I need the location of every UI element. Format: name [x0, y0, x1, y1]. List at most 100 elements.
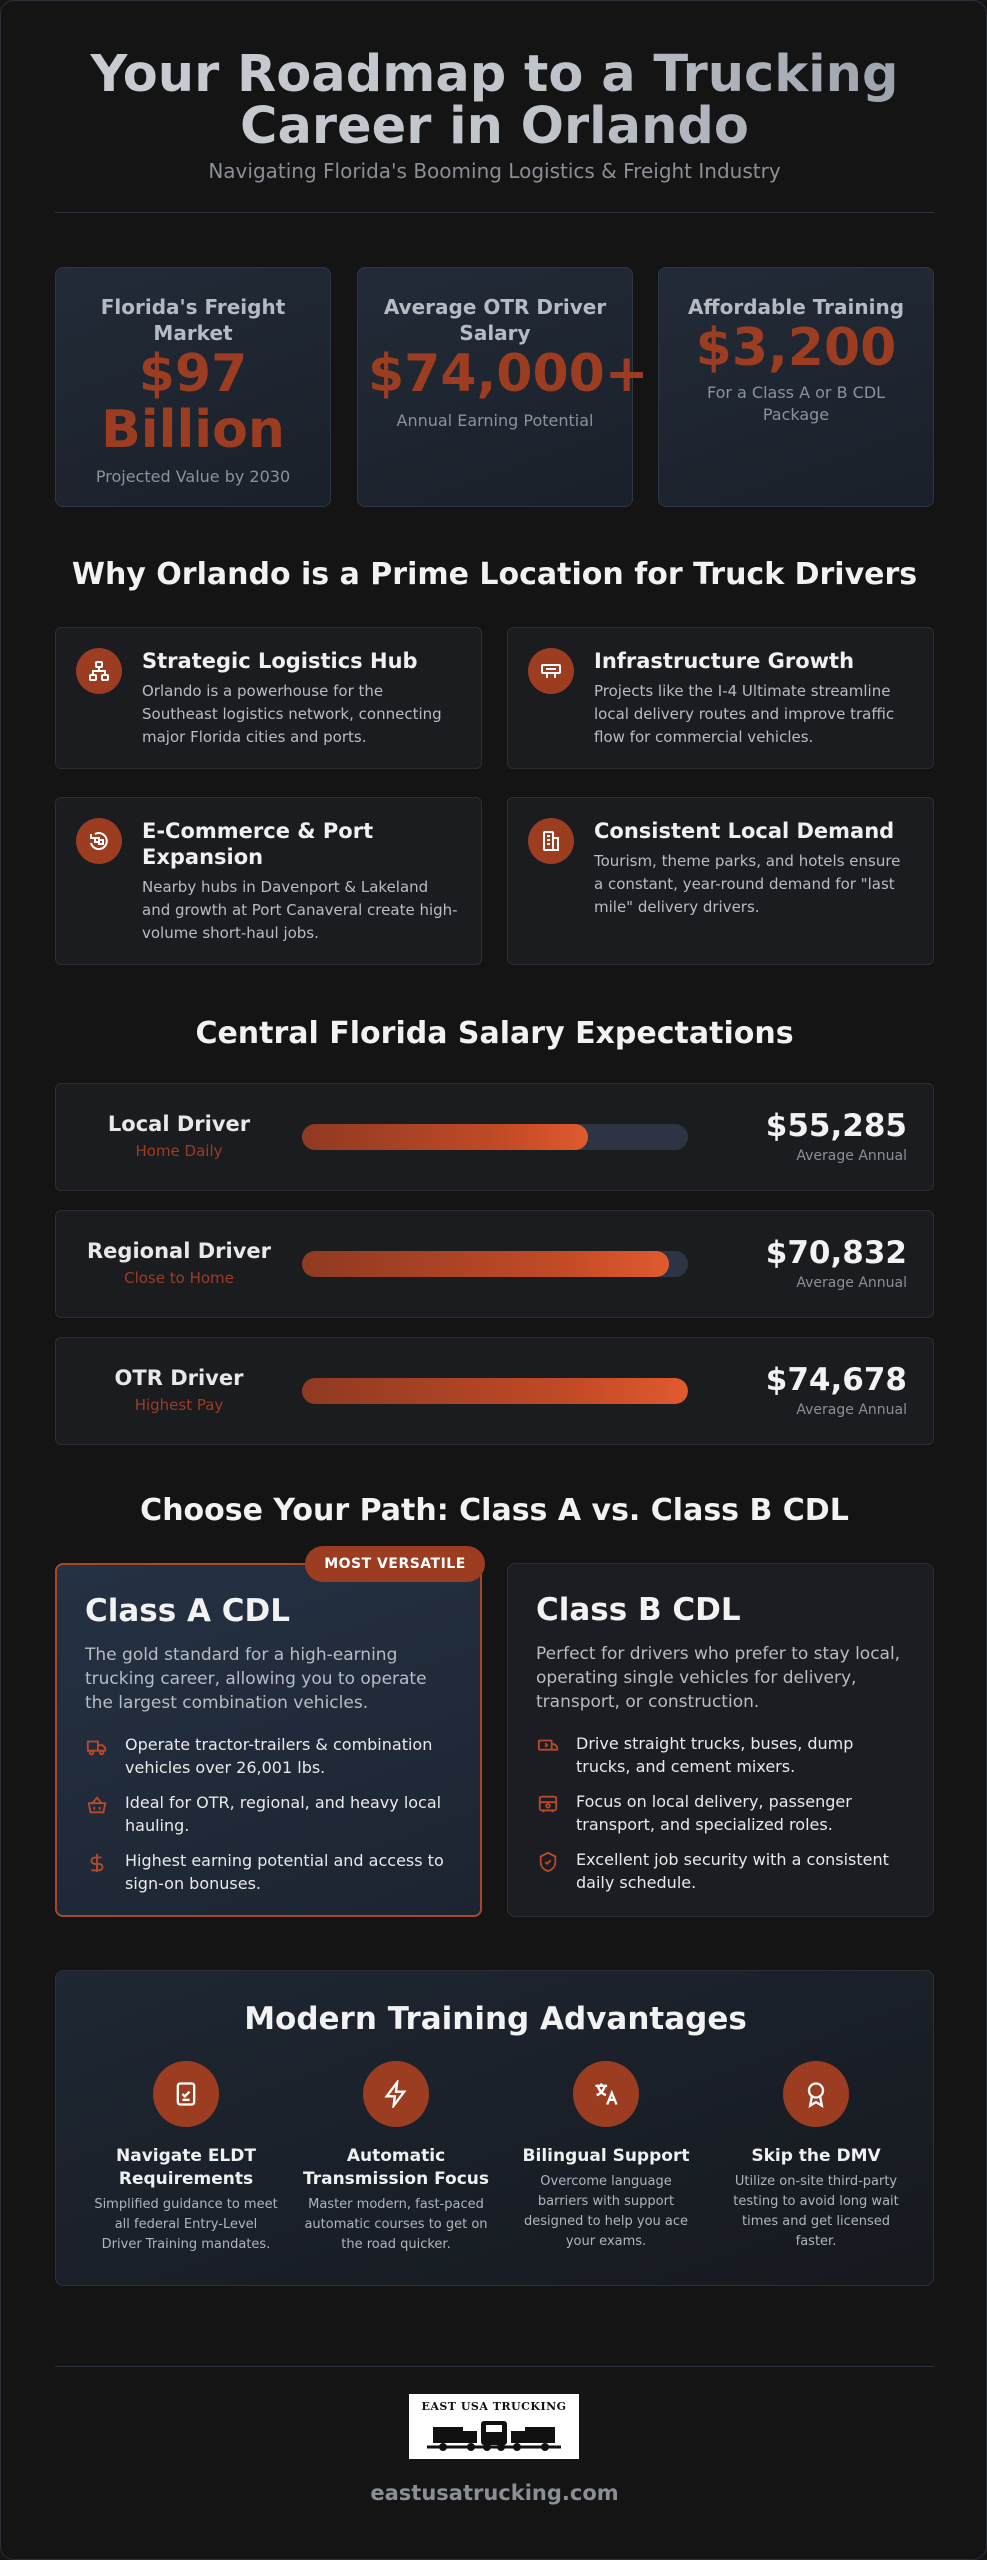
- class-b-title: Class B CDL: [536, 1592, 741, 1628]
- why-card-infrastructure: Infrastructure Growth Projects like the …: [507, 627, 934, 769]
- salary-tag: Close to Home: [124, 1269, 234, 1287]
- why-card-text: Tourism, theme parks, and hotels ensure …: [594, 852, 901, 916]
- training-col-title-line1: Automatic: [346, 2146, 446, 2166]
- training-col-automatic: Automatic Transmission Focus Master moder…: [296, 2061, 496, 2255]
- why-card-title: Strategic Logistics Hub: [142, 649, 418, 673]
- salary-row-otr: OTR Driver Highest Pay $74,678 Average A…: [55, 1337, 934, 1445]
- salary-amount: $55,285: [765, 1108, 907, 1144]
- basket-icon: [85, 1793, 109, 1817]
- training-col-title-line1: Navigate ELDT: [116, 2146, 256, 2166]
- stat-card-otr-salary: Average OTR Driver Salary $74,000+ Annua…: [357, 267, 649, 507]
- why-card-text: Nearby hubs in Davenport & Lakeland and …: [142, 878, 458, 942]
- why-card-title: E-Commerce & Port Expansion: [142, 818, 461, 870]
- why-card-local-demand: Consistent Local Demand Tourism, theme p…: [507, 797, 934, 965]
- most-versatile-badge: MOST VERSATILE: [305, 1546, 485, 1582]
- paths-section-title: Choose Your Path: Class A vs. Class B CD…: [140, 1493, 849, 1528]
- class-b-description: Perfect for drivers who prefer to stay l…: [536, 1644, 901, 1712]
- list-item-text: Operate tractor-trailers & combination v…: [125, 1735, 433, 1777]
- list-item: Ideal for OTR, regional, and heavy local…: [85, 1791, 452, 1837]
- class-b-list: Drive straight trucks, buses, dump truck…: [536, 1732, 905, 1894]
- why-card-text: Orlando is a powerhouse for the Southeas…: [142, 682, 442, 746]
- stat-subtext: Annual Earning Potential: [396, 411, 594, 430]
- salary-amount: $74,678: [765, 1362, 907, 1398]
- stat-card-freight-market: Florida's Freight Market $97 Billion Pro…: [55, 267, 331, 507]
- salary-amount: $70,832: [765, 1235, 907, 1271]
- training-col-title-line2: Transmission Focus: [302, 2169, 489, 2189]
- list-item: Operate tractor-trailers & combination v…: [85, 1733, 452, 1779]
- award-icon: [783, 2061, 849, 2127]
- dollar-icon: [85, 1851, 109, 1875]
- training-col-text: Master modern, fast-paced automatic cour…: [304, 2197, 488, 2252]
- list-item: Excellent job security with a consistent…: [536, 1848, 905, 1894]
- page-title: Your Roadmap to a Trucking Career in Orl…: [55, 49, 934, 153]
- salary-tag: Home Daily: [135, 1142, 223, 1160]
- list-item-text: Excellent job security with a consistent…: [576, 1850, 889, 1892]
- salary-row-regional: Regional Driver Close to Home $70,832 Av…: [55, 1210, 934, 1318]
- company-logo: EAST USA TRUCKING: [409, 2394, 579, 2459]
- stat-label: Affordable Training: [687, 295, 905, 319]
- why-card-title: Consistent Local Demand: [594, 819, 895, 843]
- page-title-line2: Career in Orlando: [240, 97, 749, 156]
- logo-text: EAST USA TRUCKING: [421, 2400, 567, 2413]
- truck-icon: [85, 1735, 109, 1759]
- list-item-text: Ideal for OTR, regional, and heavy local…: [125, 1793, 442, 1835]
- why-card-title-line1: E-Commerce & Port: [142, 819, 374, 843]
- salary-bar-fill: [302, 1251, 669, 1277]
- stat-value-line2: Billion: [101, 400, 285, 460]
- training-col-text: Utilize on-site third-party testing to a…: [733, 2174, 899, 2249]
- stat-card-training-cost: Affordable Training $3,200 For a Class A…: [658, 267, 934, 507]
- training-col-text: Overcome language barriers with support …: [523, 2174, 689, 2249]
- salary-note: Average Annual: [796, 1402, 907, 1418]
- class-a-list: Operate tractor-trailers & combination v…: [85, 1733, 452, 1895]
- why-section-title: Why Orlando is a Prime Location for Truc…: [71, 557, 918, 592]
- training-col-eldt: Navigate ELDT Requirements Simplified gui…: [86, 2061, 286, 2255]
- salary-role: OTR Driver: [114, 1366, 244, 1390]
- why-card-title-line2: Expansion: [142, 845, 264, 869]
- stat-label: Florida's Freight Market: [100, 295, 286, 345]
- class-a-title: Class A CDL: [85, 1593, 291, 1629]
- list-item-text: Focus on local delivery, passenger trans…: [576, 1792, 852, 1834]
- salary-section-title: Central Florida Salary Expectations: [195, 1016, 794, 1051]
- lightning-icon: [363, 2061, 429, 2127]
- training-col-title: Skip the DMV: [751, 2146, 881, 2166]
- training-col-skip-dmv: Skip the DMV Utilize on-site third-party…: [716, 2061, 916, 2252]
- class-a-description: The gold standard for a high-earning tru…: [85, 1645, 427, 1713]
- salary-bar-fill: [302, 1124, 588, 1150]
- list-item: Drive straight trucks, buses, dump truck…: [536, 1732, 905, 1778]
- why-card-title: Infrastructure Growth: [594, 649, 855, 673]
- stat-subtext: Projected Value by 2030: [95, 467, 291, 486]
- header-divider: [55, 212, 934, 213]
- building-icon: [528, 818, 574, 864]
- stat-value: $3,200: [695, 318, 897, 378]
- stat-value-line1: $97: [138, 344, 248, 404]
- shield-check-icon: [536, 1850, 560, 1874]
- salary-note: Average Annual: [796, 1148, 907, 1164]
- training-title: Modern Training Advantages: [244, 2001, 747, 2037]
- list-item-text: Highest earning potential and access to …: [125, 1851, 444, 1893]
- salary-bar-track: [302, 1378, 688, 1404]
- road-sign-icon: [528, 648, 574, 694]
- list-item-text: Drive straight trucks, buses, dump truck…: [576, 1734, 854, 1776]
- clipboard-check-icon: [153, 2061, 219, 2127]
- salary-row-local: Local Driver Home Daily $55,285 Average …: [55, 1083, 934, 1191]
- training-col-title: Bilingual Support: [522, 2146, 690, 2166]
- salary-bar-fill: [302, 1378, 688, 1404]
- page-subtitle: Navigating Florida's Booming Logistics &…: [208, 159, 781, 183]
- list-item: Focus on local delivery, passenger trans…: [536, 1790, 905, 1836]
- translate-icon: [573, 2061, 639, 2127]
- salary-note: Average Annual: [796, 1275, 907, 1291]
- website-link[interactable]: eastusatrucking.com: [370, 2481, 619, 2505]
- training-panel: Modern Training Advantages Navigate ELDT…: [55, 1970, 934, 2286]
- class-b-card: Class B CDL Perfect for drivers who pref…: [507, 1563, 934, 1917]
- list-item: Highest earning potential and access to …: [85, 1849, 452, 1895]
- stat-value: $74,000+: [368, 344, 649, 404]
- salary-bar-track: [302, 1124, 688, 1150]
- logo-trucks-graphic: [427, 2421, 561, 2451]
- network-icon: [76, 648, 122, 694]
- salary-tag: Highest Pay: [134, 1396, 224, 1414]
- training-col-title-line2: Requirements: [118, 2169, 254, 2189]
- training-col-title: Automatic Transmission Focus: [296, 2145, 496, 2191]
- salary-bar-track: [302, 1251, 688, 1277]
- why-card-text: Projects like the I-4 Ultimate streamlin…: [594, 682, 895, 746]
